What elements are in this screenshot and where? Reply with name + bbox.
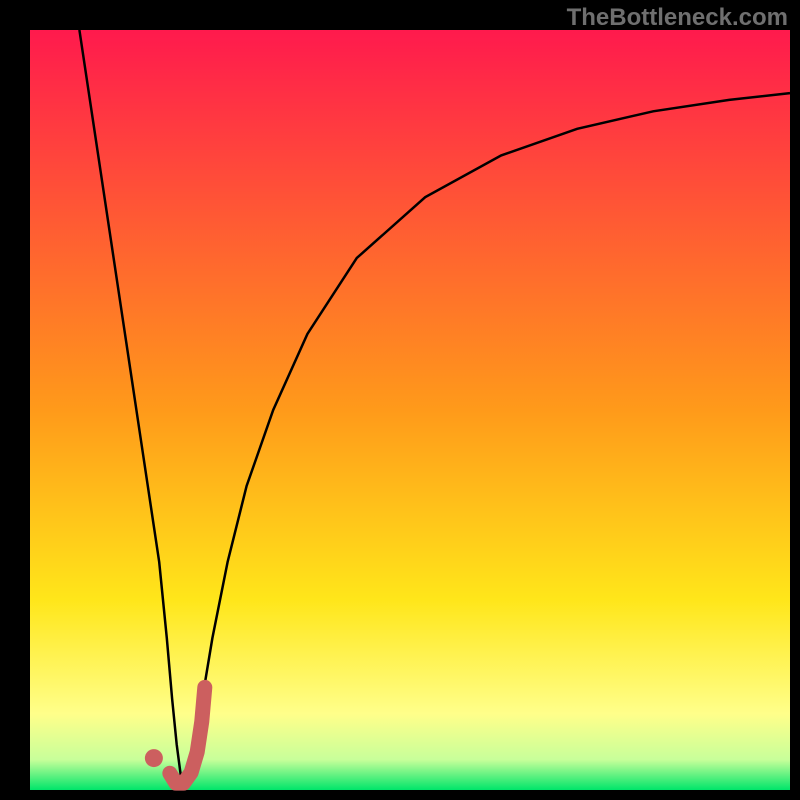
- watermark-text: TheBottleneck.com: [567, 4, 788, 32]
- plot-gradient-background: [30, 30, 790, 790]
- chart-container: TheBottleneck.com: [0, 0, 800, 800]
